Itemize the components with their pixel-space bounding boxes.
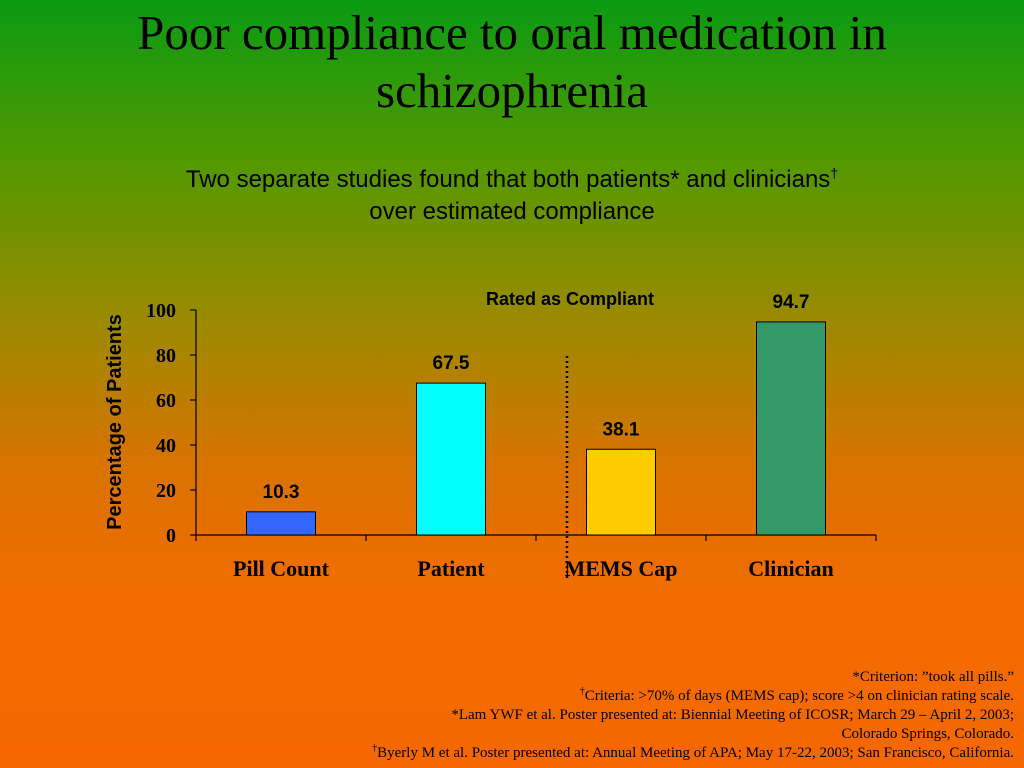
footnote-5: †Byerly M et al. Poster presented at: An… bbox=[234, 744, 1014, 763]
category-label: Pill Count bbox=[233, 556, 330, 581]
bar bbox=[756, 321, 826, 536]
slide-title-line2: schizophrenia bbox=[375, 63, 649, 118]
data-label: 94.7 bbox=[773, 292, 810, 313]
slide-title: Poor compliance to oral medication in sc… bbox=[0, 4, 1024, 120]
subtitle-dagger: † bbox=[830, 165, 839, 181]
y-axis-title: Percentage of Patients bbox=[104, 314, 126, 530]
subtitle-line2: over estimated compliance bbox=[369, 198, 655, 225]
y-tick-label: 40 bbox=[156, 435, 176, 457]
category-label: Patient bbox=[417, 556, 485, 581]
footnotes: *Criterion: ”took all pills.” †Criteria:… bbox=[234, 668, 1014, 763]
bar bbox=[246, 511, 316, 536]
y-tick-label: 20 bbox=[156, 480, 176, 502]
y-tick-label: 100 bbox=[146, 300, 176, 322]
y-tick-label: 0 bbox=[166, 525, 176, 547]
footnote-2-mark: † bbox=[579, 686, 585, 697]
footnote-5-mark: † bbox=[372, 743, 378, 754]
slide-title-line1: Poor compliance to oral medication in bbox=[137, 5, 887, 60]
footnote-2-text: Criteria: >70% of days (MEMS cap); score… bbox=[584, 688, 1014, 704]
category-label: Clinician bbox=[748, 556, 834, 581]
footnote-4: Colorado Springs, Colorado. bbox=[841, 726, 1015, 742]
data-label: 67.5 bbox=[433, 353, 470, 374]
footnote-2: †Criteria: >70% of days (MEMS cap); scor… bbox=[234, 687, 1014, 706]
chart-labels: 0 20 40 60 80 100 10.3 Pill Count 67.5 Patient 38.… bbox=[104, 289, 834, 581]
y-tick-label: 80 bbox=[156, 345, 176, 367]
chart-marks bbox=[246, 321, 826, 578]
bar bbox=[586, 448, 656, 536]
chart-annotation: Rated as Compliant bbox=[486, 289, 654, 309]
subtitle-line1-text: Two separate studies found that both pat… bbox=[185, 166, 831, 193]
bar bbox=[416, 382, 486, 536]
subtitle-line1: Two separate studies found that both pat… bbox=[112, 164, 912, 196]
footnote-5-text: Byerly M et al. Poster presented at: Ann… bbox=[377, 745, 1014, 761]
y-tick-label: 60 bbox=[156, 390, 176, 412]
data-label: 38.1 bbox=[603, 419, 640, 440]
data-label: 10.3 bbox=[263, 482, 300, 503]
slide-subtitle: Two separate studies found that both pat… bbox=[112, 164, 912, 228]
footnote-3: *Lam YWF et al. Poster presented at: Bie… bbox=[451, 707, 1014, 723]
category-label: MEMS Cap bbox=[564, 556, 677, 581]
footnote-1: *Criterion: ”took all pills.” bbox=[852, 669, 1014, 685]
